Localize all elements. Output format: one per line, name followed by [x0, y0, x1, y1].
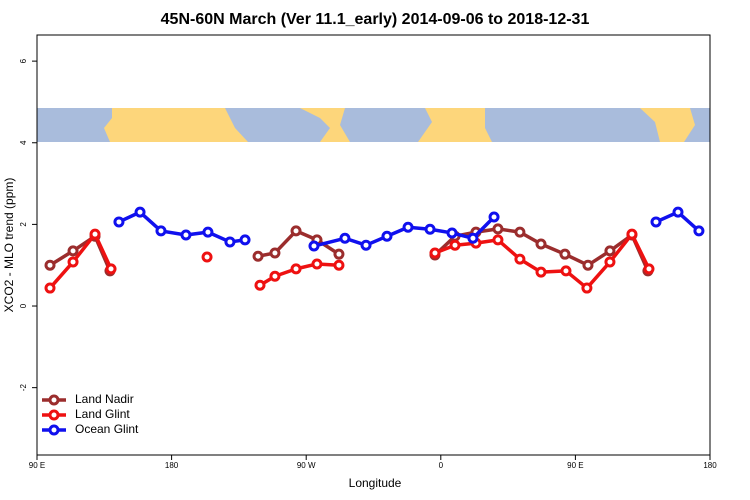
data-point: [311, 258, 323, 270]
data-point: [308, 240, 320, 252]
data-point: [290, 225, 302, 237]
data-point: [560, 265, 572, 277]
data-point: [446, 227, 458, 239]
legend-marker: [48, 394, 60, 406]
data-point: [269, 270, 281, 282]
map-ocean: [37, 108, 710, 142]
legend-marker: [48, 424, 60, 436]
data-point: [339, 232, 351, 244]
data-point: [424, 223, 436, 235]
data-point: [333, 248, 345, 260]
data-point: [514, 226, 526, 238]
data-point: [44, 282, 56, 294]
x-tick-label: 90 E: [29, 461, 45, 470]
data-point: [449, 239, 461, 251]
data-point: [202, 226, 214, 238]
data-point: [693, 225, 705, 237]
y-tick-label: 4: [19, 140, 28, 145]
data-point: [44, 259, 56, 271]
data-point: [113, 216, 125, 228]
data-point: [67, 245, 79, 257]
plot-frame: [36, 34, 711, 456]
x-tick-label: 90 E: [567, 461, 583, 470]
x-tick-label: 90 W: [297, 461, 316, 470]
legend-label: Land Glint: [75, 407, 130, 421]
data-point: [492, 234, 504, 246]
data-point: [535, 266, 547, 278]
data-point: [604, 245, 616, 257]
data-point: [155, 225, 167, 237]
series-line: [48, 232, 651, 290]
data-point: [239, 234, 251, 246]
data-point: [429, 247, 441, 259]
y-tick-label: 2: [19, 222, 28, 227]
data-point: [381, 230, 393, 242]
data-point: [488, 211, 500, 223]
data-point: [201, 251, 213, 263]
data-point: [514, 253, 526, 265]
data-point: [224, 236, 236, 248]
y-tick-label: 6: [19, 58, 28, 63]
data-point: [672, 206, 684, 218]
x-tick-label: 180: [703, 461, 717, 470]
data-point: [492, 223, 504, 235]
data-point: [467, 232, 479, 244]
data-point: [650, 216, 662, 228]
data-point: [581, 282, 593, 294]
data-point: [604, 256, 616, 268]
data-point: [643, 263, 655, 275]
data-point: [269, 247, 281, 259]
x-axis-label: Longitude: [349, 476, 402, 490]
data-point: [333, 259, 345, 271]
y-tick-label: 0: [19, 303, 28, 308]
data-point: [89, 228, 101, 240]
data-point: [360, 239, 372, 251]
map-band: [37, 108, 710, 142]
chart-title: 45N-60N March (Ver 11.1_early) 2014-09-0…: [161, 11, 590, 28]
data-point: [254, 279, 266, 291]
legend-marker: [48, 409, 60, 421]
data-point: [180, 229, 192, 241]
x-tick-label: 180: [165, 461, 179, 470]
legend-label: Ocean Glint: [75, 422, 139, 436]
data-point: [67, 256, 79, 268]
data-point: [402, 221, 414, 233]
x-tick-label: 0: [439, 461, 444, 470]
data-point: [290, 263, 302, 275]
legend-label: Land Nadir: [75, 392, 134, 406]
y-tick-label: -2: [19, 384, 28, 392]
data-point: [582, 259, 594, 271]
data-point: [559, 248, 571, 260]
data-point: [252, 250, 264, 262]
data-point: [105, 263, 117, 275]
data-point: [626, 228, 638, 240]
data-point: [134, 206, 146, 218]
data-point: [535, 238, 547, 250]
y-axis-label: XCO2 - MLO trend (ppm): [2, 178, 16, 313]
